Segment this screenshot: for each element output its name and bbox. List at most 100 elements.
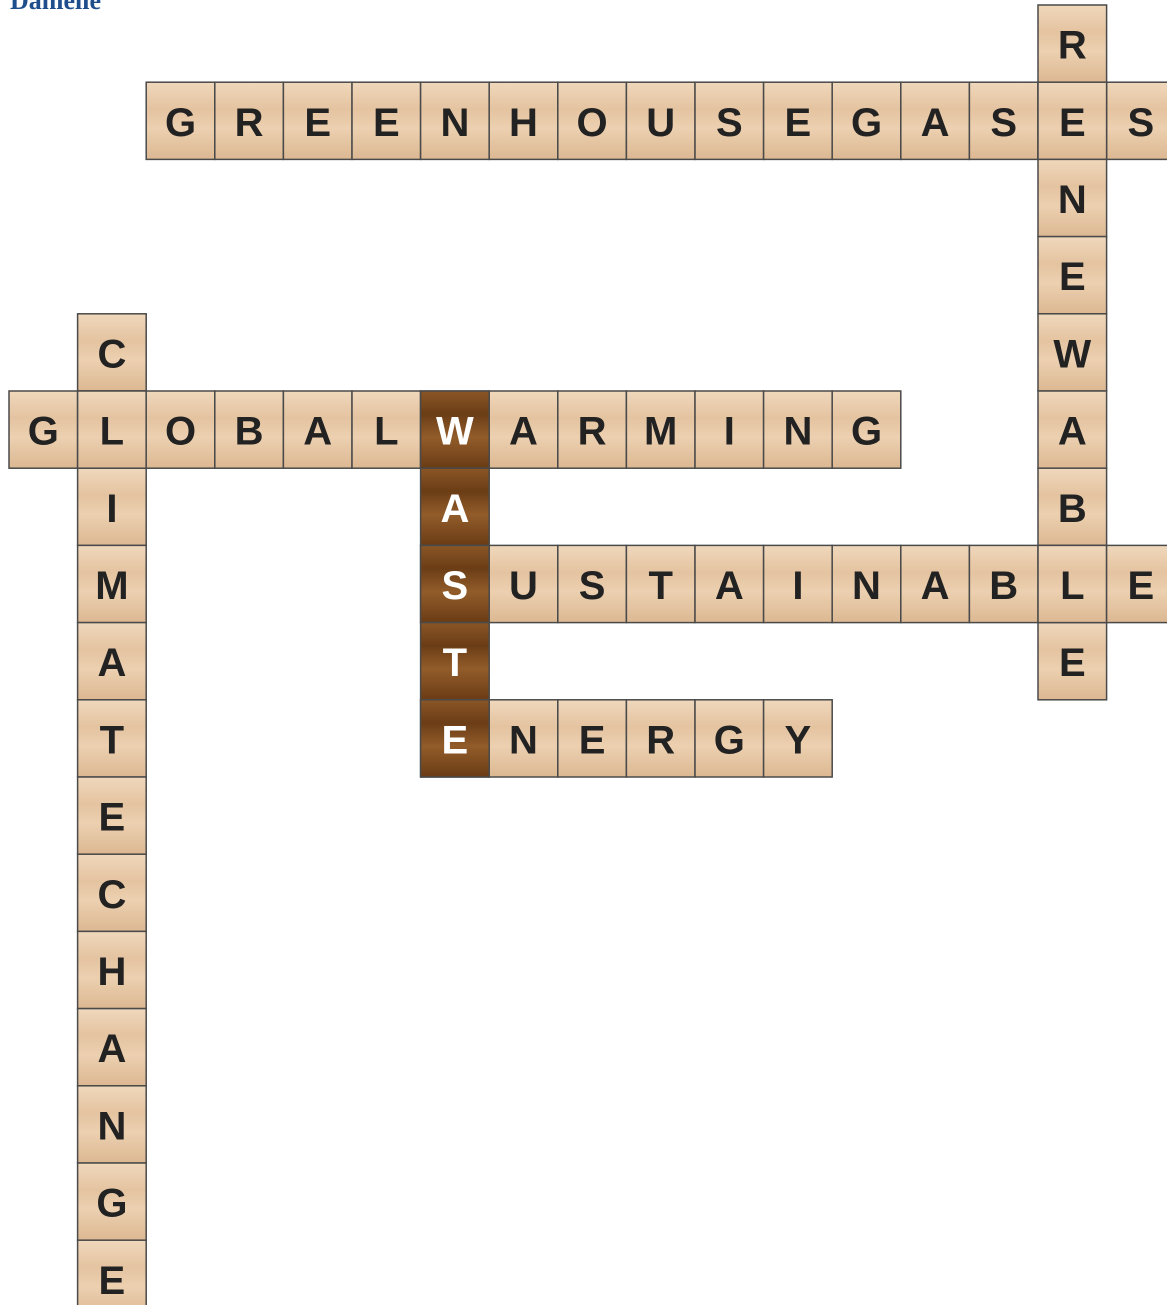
tile	[76, 853, 147, 933]
tile	[8, 390, 79, 469]
tile	[214, 81, 285, 161]
tile	[557, 699, 628, 778]
tile-letter: U	[509, 564, 538, 608]
tile-letter: A	[715, 564, 744, 608]
tile-letter: G	[28, 410, 59, 454]
tile	[968, 81, 1039, 161]
tile-letter: E	[373, 101, 400, 145]
tile	[762, 699, 833, 778]
tile	[831, 81, 902, 161]
tile	[76, 1162, 147, 1241]
tile	[1037, 158, 1108, 238]
tile-letter: C	[97, 332, 126, 376]
tile	[694, 699, 765, 778]
tile	[1105, 544, 1167, 624]
tile-letter: B	[1058, 487, 1087, 531]
tile-letter: A	[1058, 410, 1087, 454]
tile-letter: C	[97, 873, 126, 917]
tile	[488, 699, 559, 778]
tile-letter: S	[716, 101, 743, 145]
tile-letter: N	[440, 101, 469, 145]
tile	[694, 544, 765, 624]
tile	[76, 930, 147, 1010]
tile-letter: G	[165, 101, 196, 145]
tile	[1105, 81, 1167, 161]
tile-letter: M	[644, 410, 677, 454]
tile-letter: E	[579, 718, 606, 762]
tile-letter: G	[851, 410, 882, 454]
tile-letter: U	[646, 101, 675, 145]
tile-letter: N	[509, 718, 538, 762]
tile-letter: W	[1053, 332, 1091, 376]
tile	[1037, 467, 1108, 547]
tile	[694, 81, 765, 161]
tile	[76, 776, 147, 855]
tile	[762, 81, 833, 161]
tile-letter: E	[1059, 101, 1086, 145]
tile-letter: M	[95, 564, 128, 608]
tile	[1037, 544, 1108, 624]
tile-letter: G	[851, 101, 882, 145]
tile-letter: E	[1128, 564, 1155, 608]
tile	[419, 621, 490, 701]
tile	[419, 467, 490, 547]
tile-letter: H	[509, 101, 538, 145]
tile	[214, 390, 285, 469]
tile-letter: N	[1058, 178, 1087, 222]
tile-letter: L	[100, 410, 124, 454]
tile	[76, 621, 147, 701]
tile-letter: E	[1059, 641, 1086, 685]
tile-letter: B	[989, 564, 1018, 608]
tile-letter: I	[792, 564, 803, 608]
tile-letter: S	[579, 564, 606, 608]
tile-letter: H	[97, 950, 126, 994]
tile-letter: E	[1059, 255, 1086, 299]
tile	[625, 390, 696, 469]
tile	[625, 81, 696, 161]
tile-letter: E	[785, 101, 812, 145]
tile-letter: A	[440, 487, 469, 531]
tile-letter: N	[852, 564, 881, 608]
tile-letter: G	[714, 718, 745, 762]
tile	[1037, 313, 1108, 392]
tile	[419, 699, 490, 778]
tile-letter: E	[99, 1259, 126, 1303]
tile	[76, 1085, 147, 1164]
tile-letter: I	[106, 487, 117, 531]
page-title: Danielle	[10, 0, 101, 15]
tile-letter: B	[235, 410, 264, 454]
tile	[76, 1007, 147, 1087]
tile	[76, 313, 147, 392]
tile-letter: E	[304, 101, 331, 145]
tile	[1037, 81, 1108, 161]
tile-letter: A	[921, 101, 950, 145]
tile	[488, 544, 559, 624]
tile	[762, 544, 833, 624]
tile	[76, 699, 147, 778]
tile-letter: S	[990, 101, 1017, 145]
tile-letter: O	[577, 101, 608, 145]
tile	[76, 390, 147, 469]
tile	[76, 467, 147, 547]
tile	[831, 390, 902, 469]
tile-letter: A	[921, 564, 950, 608]
tile	[625, 544, 696, 624]
tile	[557, 390, 628, 469]
tile	[1037, 390, 1108, 469]
tile	[968, 544, 1039, 624]
tile-letter: Y	[785, 718, 812, 762]
tile	[831, 544, 902, 624]
tile	[488, 81, 559, 161]
tile-letter: I	[724, 410, 735, 454]
tile	[900, 81, 971, 161]
tile-letter: A	[303, 410, 332, 454]
tile	[76, 1239, 147, 1305]
tile-letter: R	[1058, 24, 1087, 68]
tile	[557, 81, 628, 161]
tile-letter: R	[578, 410, 607, 454]
tile-letter: E	[99, 796, 126, 840]
tile	[694, 390, 765, 469]
tile-letter: A	[97, 641, 126, 685]
